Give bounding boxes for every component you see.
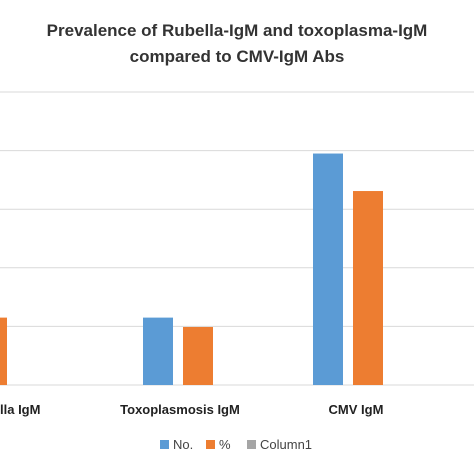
chart-title-line-2: compared to CMV-IgM Abs <box>130 47 345 66</box>
bar <box>143 317 173 385</box>
chart-title-line-1: Prevalence of Rubella-IgM and toxoplasma… <box>47 21 428 40</box>
category-label: CMV IgM <box>329 402 384 417</box>
bar <box>0 317 7 385</box>
legend-label: Column1 <box>260 437 312 452</box>
legend: No.% Column1 <box>160 437 312 452</box>
bar <box>353 191 383 385</box>
legend-swatch <box>160 440 169 449</box>
legend-label: No. <box>173 437 193 452</box>
bars <box>0 153 383 385</box>
gridlines <box>0 91 474 386</box>
category-labels: lla IgM Toxoplasmosis IgM CMV IgM <box>0 402 383 417</box>
bar <box>183 326 213 385</box>
bar <box>313 153 343 385</box>
category-label: Toxoplasmosis IgM <box>120 402 240 417</box>
legend-swatch <box>247 440 256 449</box>
legend-swatch <box>206 440 215 449</box>
category-label: lla IgM <box>0 402 40 417</box>
legend-label: % <box>219 437 231 452</box>
